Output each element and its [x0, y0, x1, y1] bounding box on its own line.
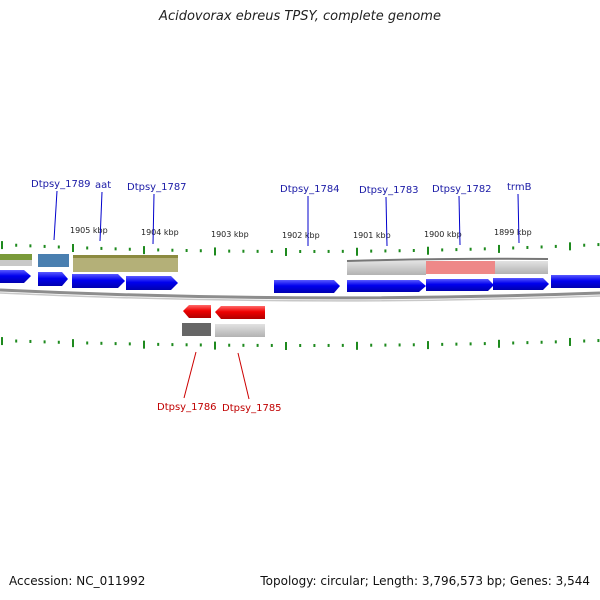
tick-label: 1902 kbp: [282, 231, 320, 240]
tick-label: 1904 kbp: [141, 228, 179, 237]
reverse-gene-arrow[interactable]: [215, 306, 265, 319]
reverse-feature-block: [215, 324, 265, 337]
tick-label: 1905 kbp: [70, 226, 108, 235]
forward-gene-arrow[interactable]: [426, 279, 494, 291]
gene-label[interactable]: aat: [95, 180, 111, 191]
leader-line: [99, 191, 103, 242]
feature-block: [0, 254, 32, 260]
gene-label[interactable]: Dtpsy_1786: [157, 402, 217, 413]
feature-block: [73, 255, 178, 258]
reverse-gene-arrow[interactable]: [183, 305, 211, 318]
feature-block: [426, 261, 495, 274]
forward-gene-arrow[interactable]: [38, 272, 68, 286]
gene-label[interactable]: Dtpsy_1782: [432, 184, 492, 195]
leader-line: [385, 196, 388, 247]
accession-text: Accession: NC_011992: [9, 574, 146, 588]
genome-backbone: [0, 288, 600, 300]
tick-label: 1901 kbp: [353, 231, 391, 240]
forward-gene-arrow[interactable]: [126, 276, 178, 290]
lower-tick-row: [1, 337, 600, 350]
feature-track: [0, 254, 549, 275]
gene-label[interactable]: Dtpsy_1784: [280, 184, 340, 195]
reverse-gene-labels: Dtpsy_1786 Dtpsy_1785: [157, 402, 282, 414]
forward-gene-arrow[interactable]: [493, 278, 549, 290]
forward-gene-arrow[interactable]: [347, 280, 426, 292]
forward-gene-arrow[interactable]: [551, 275, 600, 288]
tick-label: 1900 kbp: [424, 230, 462, 239]
forward-gene-arrow[interactable]: [274, 280, 340, 293]
reverse-gene-track: [182, 305, 265, 337]
forward-gene-arrow[interactable]: [72, 274, 125, 288]
gene-label[interactable]: Dtpsy_1785: [222, 403, 282, 414]
tick-label: 1903 kbp: [211, 230, 249, 239]
tick-label: 1899 kbp: [494, 228, 532, 237]
leader-line: [183, 351, 197, 399]
leader-line: [152, 193, 155, 245]
leader-line: [458, 195, 461, 246]
feature-block: [38, 254, 69, 267]
gene-label[interactable]: Dtpsy_1783: [359, 185, 419, 196]
feature-block: [0, 260, 32, 266]
feature-block: [347, 261, 426, 275]
reverse-feature-block: [182, 323, 211, 336]
gene-label[interactable]: Dtpsy_1789: [31, 179, 91, 190]
leader-line: [237, 352, 250, 400]
leader-line: [53, 190, 58, 241]
leader-line: [517, 193, 520, 244]
gene-label[interactable]: trmB: [507, 182, 532, 193]
upper-tick-row: [1, 241, 600, 256]
feature-block: [495, 261, 548, 274]
map-title: Acidovorax ebreus TPSY, complete genome: [159, 9, 441, 24]
feature-block: [73, 257, 178, 272]
feature-outline: [346, 257, 549, 262]
forward-gene-labels: Dtpsy_1789 aat Dtpsy_1787 Dtpsy_1784 Dtp…: [31, 179, 532, 196]
topology-text: Topology: circular; Length: 3,796,573 bp…: [260, 574, 590, 588]
genome-backbone-shadow: [0, 292, 600, 302]
forward-gene-track: [0, 270, 600, 293]
gene-label[interactable]: Dtpsy_1787: [127, 182, 187, 193]
label-leaders: [53, 190, 520, 400]
forward-gene-arrow[interactable]: [0, 270, 31, 283]
tick-labels: 1905 kbp 1904 kbp 1903 kbp 1902 kbp 1901…: [70, 226, 532, 240]
